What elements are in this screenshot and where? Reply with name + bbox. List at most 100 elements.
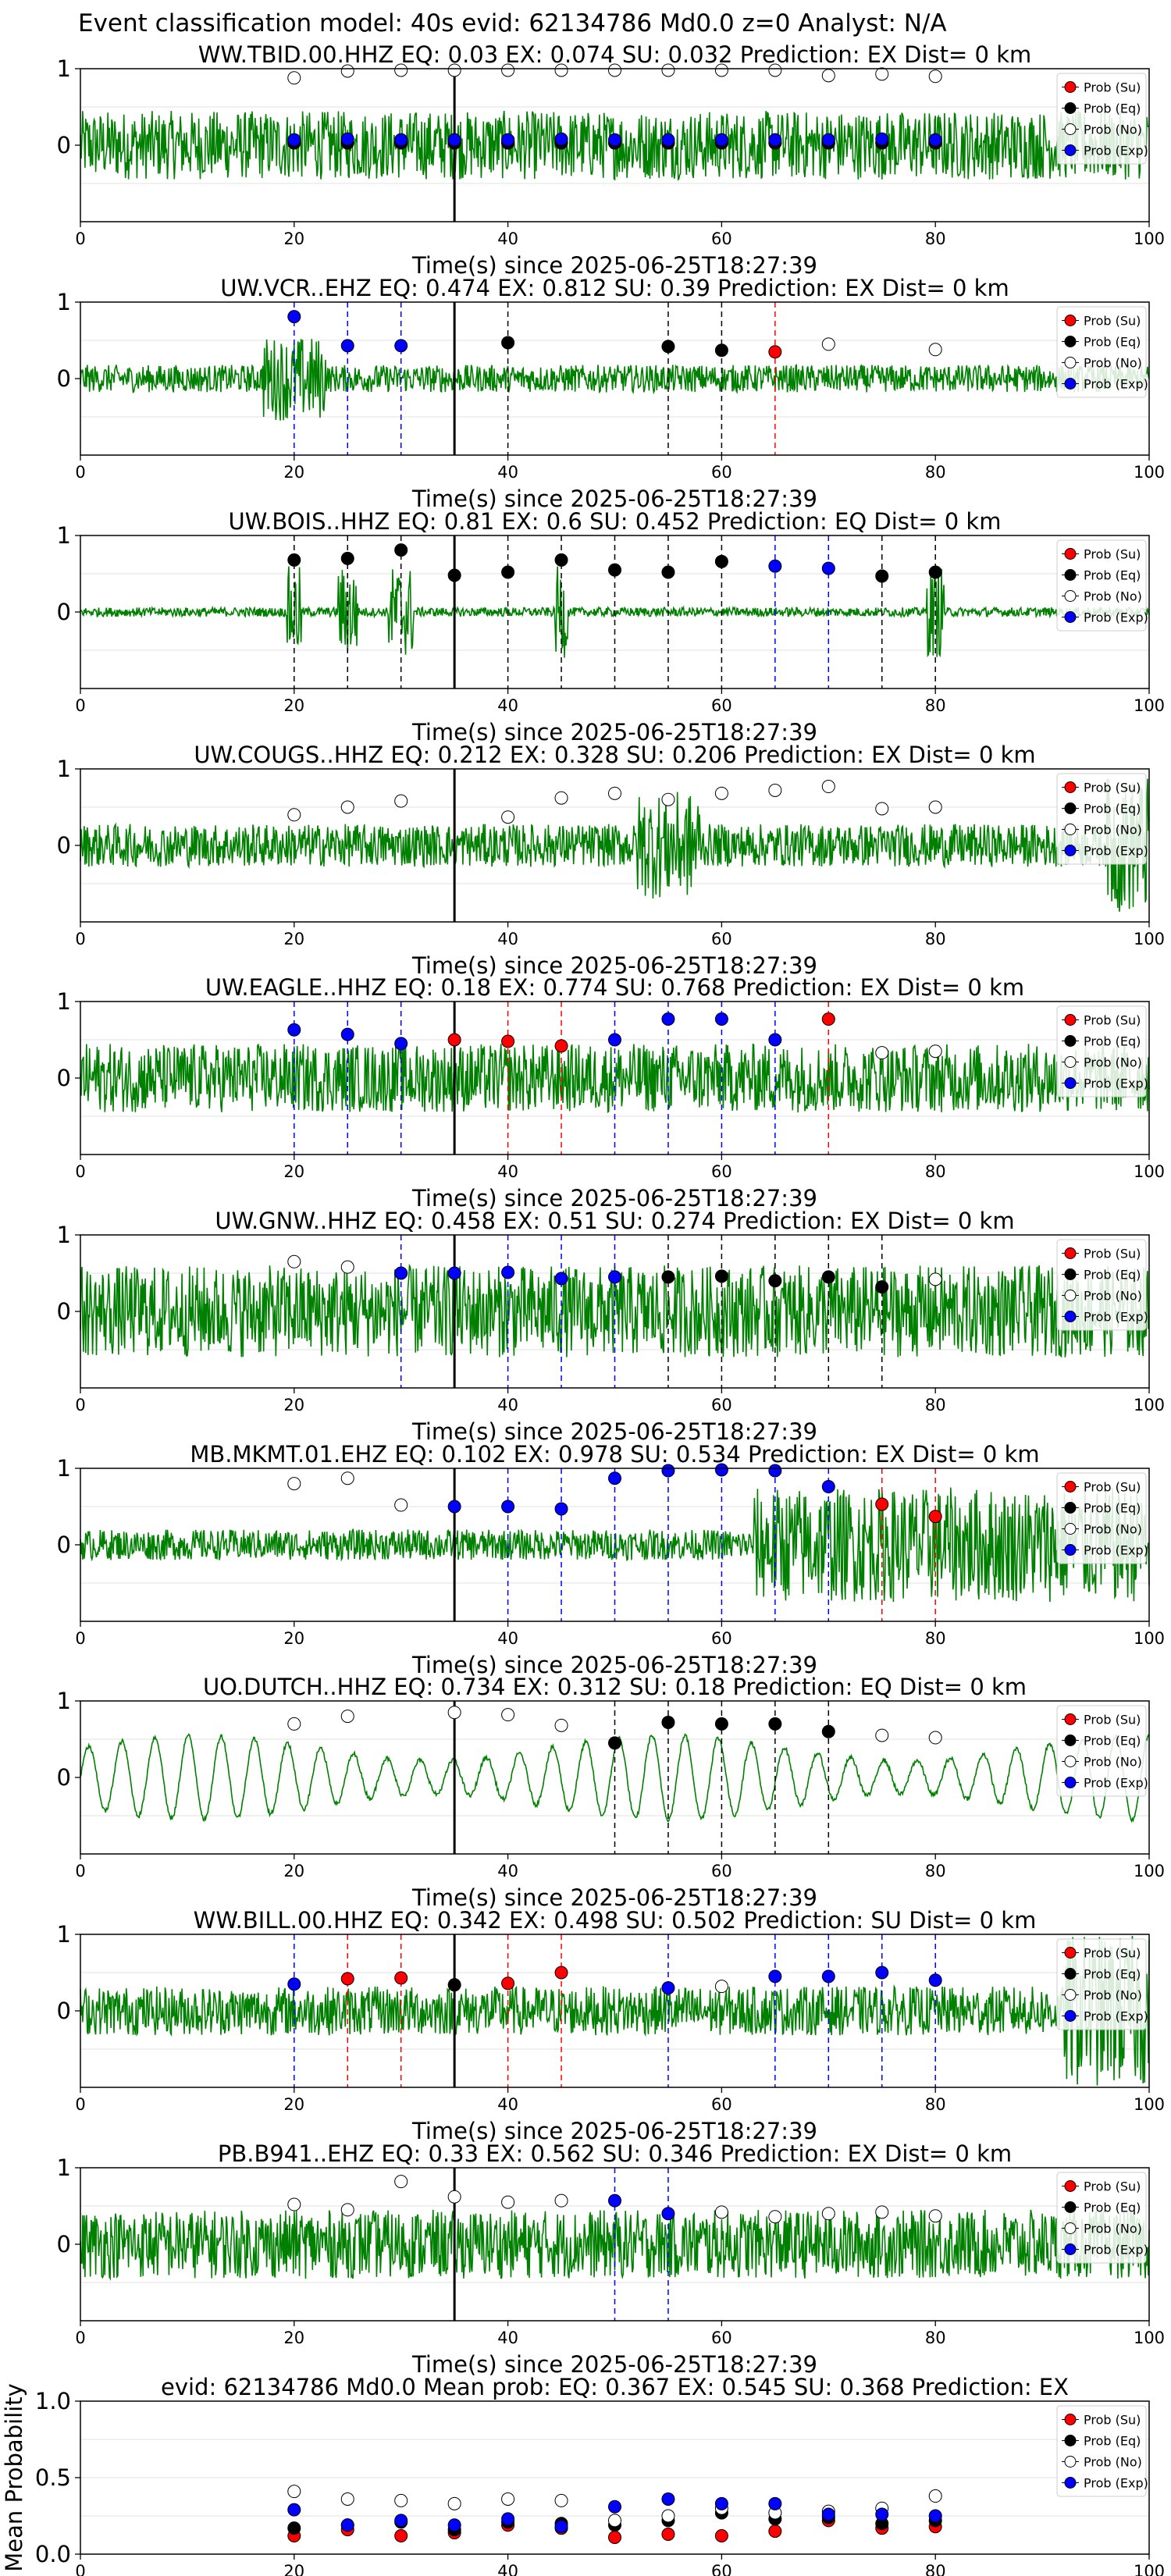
- legend-frame: [1056, 1005, 1147, 1098]
- legend-marker: [1064, 1014, 1077, 1026]
- legend-marker: [1064, 144, 1077, 156]
- probability-marker: [608, 786, 621, 800]
- probability-marker: [875, 132, 889, 146]
- waveform-trace: [80, 2209, 1150, 2281]
- probability-marker: [608, 1471, 621, 1485]
- probability-marker: [821, 1969, 835, 1984]
- probability-marker: [287, 71, 301, 85]
- legend-marker: [1064, 611, 1077, 623]
- probability-marker: [714, 786, 728, 800]
- legend: Prob (Su) Prob (Eq) Prob (No) Prob (Exp): [1056, 2405, 1148, 2497]
- x-tick-label: 0: [75, 1396, 85, 1414]
- probability-marker: [340, 2203, 354, 2217]
- legend-marker: [1064, 357, 1077, 368]
- probability-marker: [501, 336, 515, 350]
- probability-marker: [714, 1717, 728, 1731]
- probability-marker: [661, 1270, 675, 1284]
- probability-marker: [661, 1715, 675, 1729]
- legend-label: Prob (Su): [1084, 1480, 1141, 1495]
- legend-label: Prob (Exp): [1084, 1543, 1148, 1558]
- probability-marker: [394, 339, 408, 353]
- x-axis-label: Time(s) since 2025-06-25T18:27:39: [411, 1652, 817, 1678]
- probability-marker: [928, 69, 942, 84]
- legend-marker: [1064, 590, 1077, 602]
- legend-label: Prob (Su): [1084, 2413, 1141, 2428]
- legend-label: Prob (Exp): [1084, 1776, 1148, 1791]
- probability-marker: [554, 132, 568, 146]
- probability-marker: [821, 780, 835, 794]
- probability-marker: [661, 340, 675, 354]
- probability-marker: [875, 802, 889, 816]
- x-tick-label: 0: [75, 696, 85, 715]
- x-tick-label: 80: [925, 1862, 946, 1880]
- x-tick-label: 80: [925, 930, 946, 948]
- x-tick-label: 40: [497, 229, 518, 248]
- legend-label: Prob (Exp): [1084, 2243, 1148, 2258]
- probability-marker: [554, 791, 568, 805]
- x-tick-label: 0: [75, 1162, 85, 1181]
- y-tick-label: 1: [57, 1688, 71, 1714]
- x-tick-label: 60: [711, 1629, 732, 1648]
- legend-label: Prob (Exp): [1084, 2476, 1148, 2491]
- probability-marker: [768, 783, 782, 797]
- probability-marker: [287, 2503, 301, 2517]
- mean-probability-axes: evid: 62134786 Md0.0 Mean prob: EQ: 0.36…: [1, 2374, 1165, 2576]
- station-axes: WW.TBID.00.HHZ EQ: 0.03 EX: 0.074 SU: 0.…: [57, 41, 1166, 279]
- y-tick-label: 1.0: [35, 2388, 71, 2414]
- probability-marker: [821, 337, 835, 351]
- probability-marker: [447, 1978, 461, 1992]
- probability-marker: [875, 1280, 889, 1294]
- station-axes: MB.MKMT.01.EHZ EQ: 0.102 EX: 0.978 SU: 0…: [57, 1441, 1166, 1678]
- y-tick-label: 0: [57, 1298, 71, 1325]
- x-tick-label: 40: [497, 930, 518, 948]
- legend-label: Prob (Exp): [1084, 2009, 1148, 2024]
- legend-label: Prob (No): [1084, 2455, 1142, 2470]
- probability-marker: [447, 1033, 461, 1047]
- station-axes: WW.BILL.00.HHZ EQ: 0.342 EX: 0.498 SU: 0…: [57, 1907, 1166, 2144]
- legend-marker: [1064, 2435, 1077, 2446]
- probability-marker: [928, 1272, 942, 1286]
- probability-marker: [501, 133, 515, 147]
- y-tick-label: 0.5: [35, 2464, 71, 2491]
- x-tick-label: 100: [1134, 1629, 1165, 1648]
- legend: Prob (Su) Prob (Eq) Prob (No) Prob (Exp): [1056, 539, 1148, 632]
- probability-marker: [554, 2520, 568, 2534]
- probability-marker: [928, 565, 942, 579]
- legend-frame: [1056, 73, 1147, 165]
- probability-marker: [501, 1708, 515, 1722]
- probability-marker: [501, 2512, 515, 2526]
- probability-marker: [501, 2195, 515, 2209]
- probability-marker: [340, 64, 354, 78]
- probability-marker: [714, 133, 728, 147]
- probability-marker: [554, 63, 568, 77]
- probability-marker: [875, 1046, 889, 1060]
- probability-marker: [447, 133, 461, 147]
- probability-marker: [447, 2190, 461, 2204]
- legend-frame: [1056, 1705, 1147, 1797]
- probability-marker: [340, 1972, 354, 1986]
- probability-marker: [714, 343, 728, 358]
- probability-marker: [501, 565, 515, 579]
- legend-label: Prob (Su): [1084, 1013, 1141, 1028]
- probability-marker: [821, 1012, 835, 1026]
- x-tick-label: 100: [1134, 2562, 1165, 2576]
- legend-label: Prob (Su): [1084, 547, 1141, 562]
- probability-marker: [714, 2528, 728, 2542]
- axes-title: WW.TBID.00.HHZ EQ: 0.03 EX: 0.074 SU: 0.…: [198, 41, 1032, 68]
- probability-marker: [287, 1023, 301, 1037]
- x-tick-label: 60: [711, 463, 732, 482]
- x-tick-label: 20: [283, 463, 304, 482]
- y-tick-label: 1: [57, 1222, 71, 1248]
- x-tick-label: 60: [711, 1396, 732, 1414]
- legend-marker: [1064, 548, 1077, 560]
- legend-label: Prob (No): [1084, 1522, 1142, 1537]
- x-axis-label: Time(s) since 2025-06-25T18:27:39: [411, 1418, 817, 1445]
- legend-marker: [1064, 2222, 1077, 2234]
- probability-marker: [340, 339, 354, 353]
- legend-label: Prob (Eq): [1084, 1967, 1141, 1982]
- x-tick-label: 40: [497, 2329, 518, 2347]
- probability-marker: [714, 1012, 728, 1026]
- legend-marker: [1064, 1311, 1077, 1322]
- legend-label: Prob (Exp): [1084, 844, 1148, 859]
